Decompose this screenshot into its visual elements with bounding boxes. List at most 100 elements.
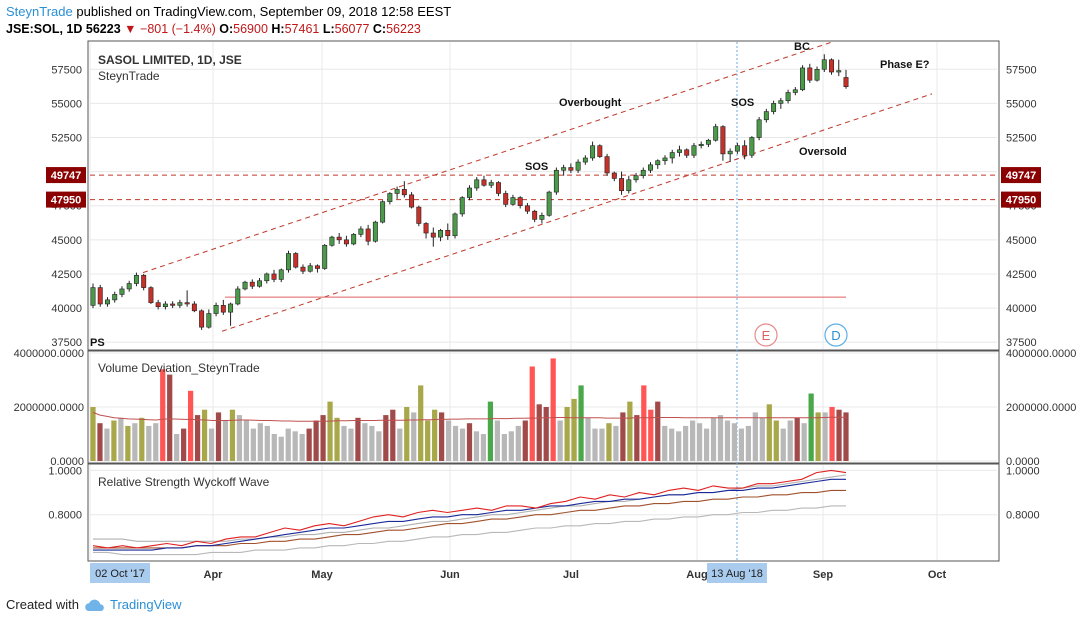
volume-bar	[710, 417, 717, 461]
candle-body	[438, 229, 444, 238]
rs-series-line	[93, 478, 846, 551]
candle-body	[510, 197, 516, 205]
event-d-marker[interactable]: D	[824, 323, 848, 347]
candle-body	[684, 149, 690, 156]
candle-body	[213, 305, 219, 314]
volume-bar	[194, 415, 201, 461]
candle	[575, 159, 581, 173]
candle	[199, 309, 205, 330]
candle-body	[778, 100, 784, 104]
volume-bar	[487, 401, 494, 461]
volume-bar	[299, 434, 305, 461]
volume-bar	[146, 425, 152, 461]
grid-layer	[89, 42, 997, 560]
volume-bar	[836, 409, 842, 461]
author-link[interactable]: SteynTrade	[6, 4, 73, 19]
annotation-ps: PS	[90, 337, 105, 349]
candle-body	[582, 157, 588, 163]
candle	[467, 185, 472, 201]
tradingview-link[interactable]: TradingView	[110, 597, 182, 612]
candle-body	[742, 145, 748, 156]
price-y-tick-left: 37500	[51, 337, 82, 349]
high-value: 57461	[284, 22, 320, 36]
candle	[220, 299, 226, 315]
last-price: 56223	[85, 22, 121, 36]
close-value: 56223	[386, 22, 421, 36]
rs-series-line	[93, 489, 846, 549]
candle	[691, 142, 697, 158]
volume-bar	[132, 423, 138, 461]
candle	[235, 286, 241, 306]
candle-body	[314, 265, 320, 269]
price-y-tick-left: 40000	[51, 303, 82, 315]
candle	[126, 280, 132, 292]
volume-bar	[738, 428, 745, 461]
low-value: 56077	[334, 22, 370, 36]
volume-bar	[592, 428, 598, 461]
candle-body	[271, 273, 277, 280]
x-axis-label: Jul	[563, 569, 579, 581]
price-y-tick-left: 45000	[51, 235, 82, 247]
candle-body	[235, 288, 241, 305]
volume-bar	[362, 423, 368, 461]
candle-body	[640, 169, 646, 177]
price-pane-frame	[87, 40, 1000, 351]
volume-bar	[717, 415, 724, 461]
x-axis-label: May	[311, 569, 333, 581]
candle	[539, 212, 545, 224]
volume-bar	[494, 420, 501, 461]
volume-bar	[292, 431, 298, 461]
candle-body	[430, 232, 436, 238]
volume-bar	[452, 425, 459, 461]
candle-body	[416, 206, 422, 224]
candle	[713, 123, 719, 142]
candle	[322, 243, 328, 270]
volume-bar	[508, 431, 514, 461]
candle-body	[206, 313, 212, 328]
volume-bar	[285, 428, 291, 461]
candle	[763, 108, 769, 123]
candle-body	[821, 59, 827, 70]
candle-body	[141, 275, 147, 288]
volume-bar	[557, 420, 563, 461]
candle	[582, 155, 588, 165]
volume-bar	[815, 412, 821, 461]
candle-body	[286, 253, 291, 271]
volume-bar	[648, 409, 654, 461]
candle	[452, 212, 458, 239]
candle	[698, 141, 704, 149]
candle	[553, 167, 559, 195]
candle	[351, 233, 357, 246]
volume-bar	[418, 385, 424, 461]
candle-body	[228, 303, 234, 313]
axes-layer: 5750057500550005500052500525005000050000…	[14, 64, 1076, 583]
volume-bar	[229, 409, 236, 461]
price-y-tick-left: 57500	[51, 64, 82, 76]
candle	[133, 272, 139, 287]
candle	[170, 301, 176, 309]
volume-pane-frame	[87, 350, 1000, 464]
volume-bar	[613, 425, 619, 461]
candle-body	[322, 245, 328, 269]
volume-bar	[250, 428, 256, 461]
symbol-line: JSE:SOL, 1D 56223 ▼ −801 (−1.4%) O:56900…	[6, 22, 421, 36]
price-marker-left-label: 47950	[51, 195, 82, 207]
candle-body	[720, 126, 726, 155]
chart-canvas[interactable]: 5750057500550005500052500525005000050000…	[0, 0, 1089, 590]
candle	[756, 117, 762, 141]
volume-bar	[745, 425, 752, 461]
x-axis-label: Aug	[686, 569, 707, 581]
event-e-marker[interactable]: E	[754, 323, 778, 347]
volume-bar	[696, 423, 703, 461]
candle	[749, 136, 755, 158]
annotation-oversold: Oversold	[799, 146, 847, 158]
candle	[503, 190, 509, 208]
volume-bar	[313, 420, 319, 461]
volume-bar	[348, 428, 354, 461]
candle	[177, 299, 183, 309]
candle	[742, 140, 748, 160]
candle	[394, 186, 400, 199]
candle-body	[843, 77, 849, 88]
volume-bar	[320, 415, 326, 461]
candle	[365, 224, 371, 246]
